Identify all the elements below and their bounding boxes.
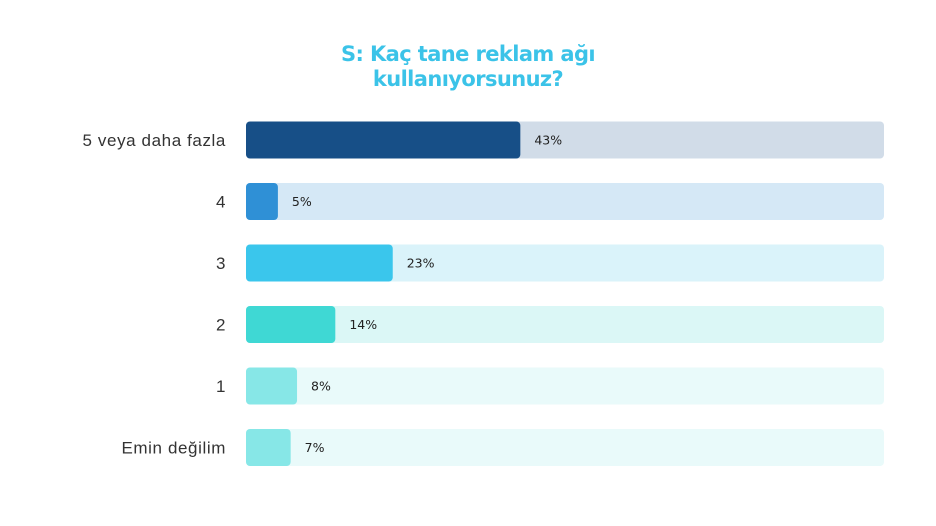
bar [246,306,336,343]
chart-title-line-1: S: Kaç tane reklam ağı [340,42,596,66]
value-label: 8% [311,379,331,394]
value-label: 43% [534,133,562,148]
category-label: 2 [216,316,226,335]
bar-track [246,306,884,343]
bar [246,429,291,466]
value-label: 5% [292,194,312,209]
value-label: 23% [407,256,435,271]
bar-track [246,367,884,405]
bar-track [246,183,884,220]
category-label: 3 [216,254,226,273]
category-label: 4 [216,193,226,212]
category-label: 1 [216,377,226,396]
bar [246,183,278,220]
bar [246,121,521,159]
category-label: Emin değilim [121,439,226,458]
bar [246,244,393,282]
bar [246,367,298,405]
value-label: 7% [305,440,325,455]
chart-title-line-2: kullanıyorsunuz? [372,67,564,91]
bar-track [246,429,884,466]
category-label: 5 veya daha fazla [83,131,226,150]
bar-track [246,244,884,282]
value-label: 14% [349,317,377,332]
chart-title: S: Kaç tane reklam ağı kullanıyorsunuz? [0,42,936,92]
